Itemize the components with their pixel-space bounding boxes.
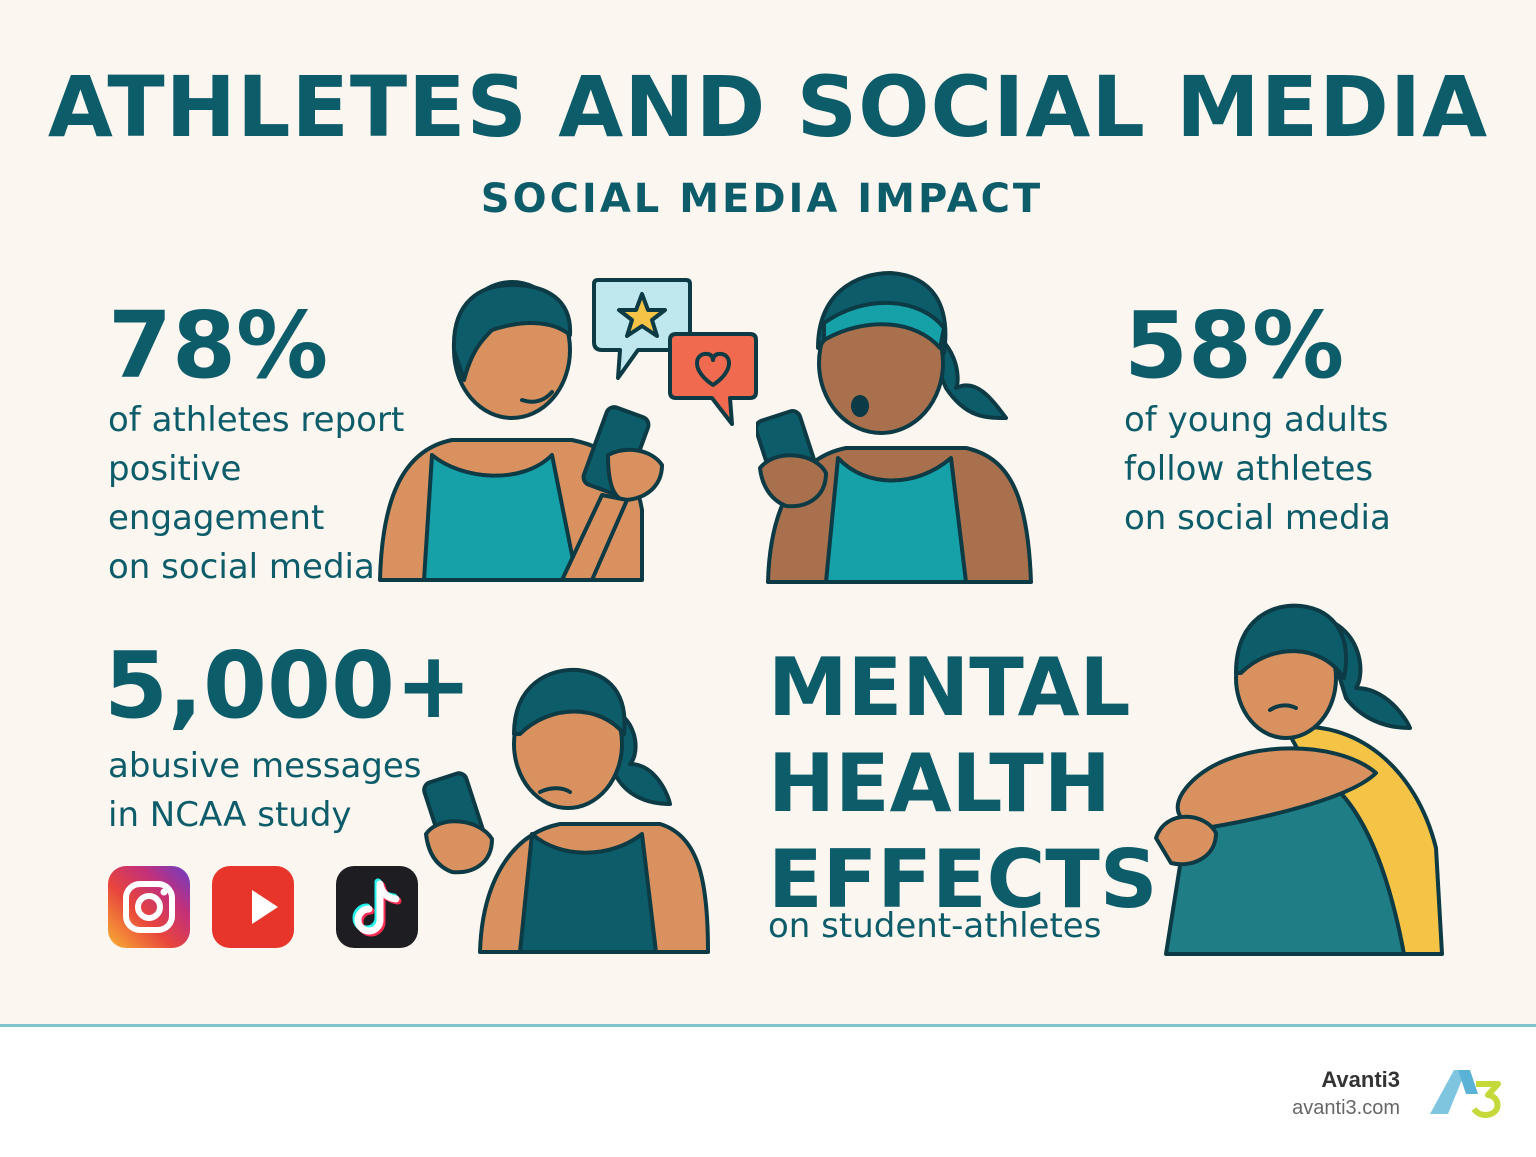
stat-5000-description: abusive messages in NCAA study bbox=[108, 746, 422, 835]
stat-58-value: 58% bbox=[1124, 292, 1345, 399]
male-athlete-phone-illustration bbox=[378, 280, 664, 582]
worried-athlete-phone-illustration bbox=[422, 667, 710, 954]
sad-sitting-athlete-illustration bbox=[1154, 603, 1444, 956]
stat-78-description: of athletes report positive engagement o… bbox=[108, 400, 405, 587]
brand-url[interactable]: avanti3.com bbox=[1292, 1097, 1400, 1119]
stat-58-description: of young adults follow athletes on socia… bbox=[1124, 400, 1391, 538]
tiktok-icon bbox=[336, 866, 418, 948]
page-subtitle: SOCIAL MEDIA IMPACT bbox=[480, 176, 1044, 222]
footer: Avanti3 avanti3.com bbox=[0, 1024, 1536, 1157]
mental-health-heading: MENTAL HEALTH EFFECTS bbox=[768, 641, 1158, 926]
instagram-icon bbox=[108, 866, 190, 948]
stat-5000-value: 5,000+ bbox=[104, 632, 473, 739]
stat-78-value: 78% bbox=[108, 292, 329, 399]
mental-health-subtext: on student-athletes bbox=[768, 906, 1102, 946]
female-athlete-phone-illustration bbox=[756, 271, 1033, 584]
page-title: ATHLETES AND SOCIAL MEDIA bbox=[47, 58, 1489, 156]
avanti3-logo-icon bbox=[1430, 1070, 1501, 1118]
infographic: ATHLETES AND SOCIAL MEDIA SOCIAL MEDIA I… bbox=[47, 58, 1489, 956]
brand-name: Avanti3 bbox=[1321, 1067, 1400, 1092]
reaction-bubbles-illustration bbox=[592, 278, 758, 426]
youtube-icon bbox=[212, 866, 294, 948]
